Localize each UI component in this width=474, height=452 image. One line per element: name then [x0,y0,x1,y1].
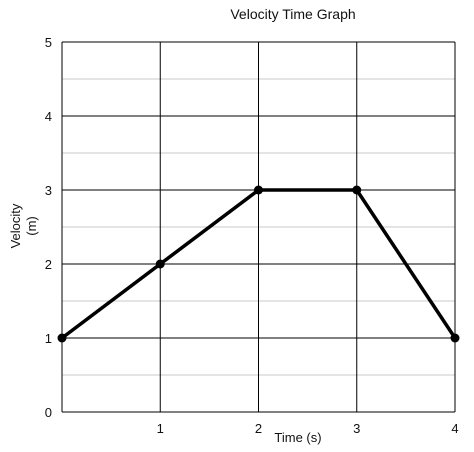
y-tick-label: 4 [45,109,52,124]
x-tick-label: 4 [451,421,458,436]
data-point [450,333,460,343]
x-axis-label: Time (s) [274,430,321,445]
y-tick-label: 2 [45,257,52,272]
data-point [352,185,362,195]
x-tick-label: 2 [255,421,262,436]
y-axis-label: Velocity (m) [8,203,39,248]
chart-title: Velocity Time Graph [230,6,355,22]
data-point [254,185,263,195]
velocity-series [57,185,460,343]
y-tick-label: 5 [45,35,52,50]
data-point [155,259,165,269]
y-tick-label: 1 [45,331,52,346]
y-axis-label-line1: Velocity [8,203,23,248]
x-tick-labels: 1 2 3 4 [157,421,459,436]
data-point [57,333,67,343]
major-grid [61,41,456,413]
y-tick-labels: 0 1 2 3 4 5 [45,35,52,420]
x-tick-label: 1 [157,421,164,436]
x-tick-label: 3 [353,421,360,436]
y-axis-label-line2: (m) [24,216,39,236]
y-tick-label: 0 [45,405,52,420]
y-tick-label: 3 [45,183,52,198]
